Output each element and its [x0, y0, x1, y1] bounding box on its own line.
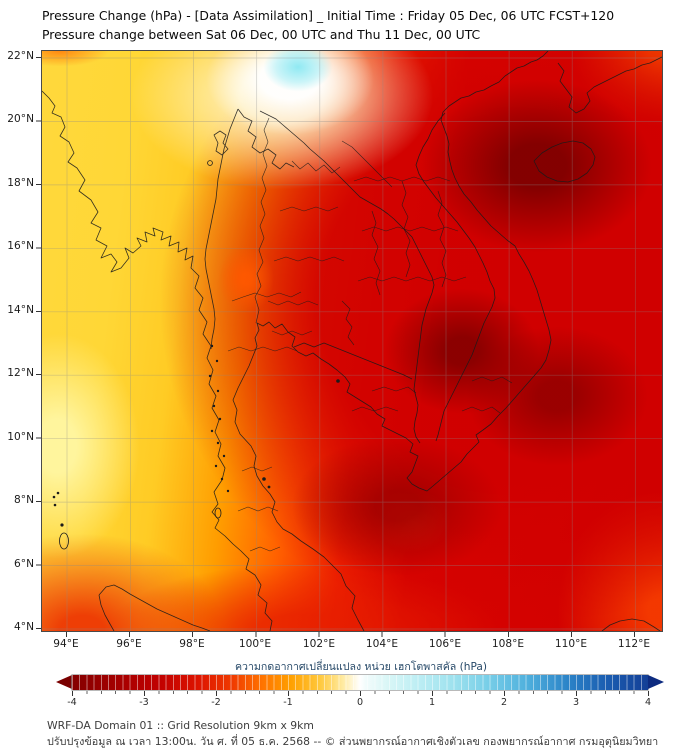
- lat-label-8n: 8°N: [14, 494, 34, 506]
- coastlines-borders-svg: [42, 51, 662, 631]
- coast-borneo-fragment: [601, 618, 661, 631]
- hainan-island: [533, 140, 596, 183]
- lat-label-20n: 20°N: [7, 113, 34, 125]
- page-subtitle: Pressure change between Sat 06 Dec, 00 U…: [42, 27, 481, 42]
- lon-label-94e: 94°E: [53, 638, 79, 650]
- x-axis-ticks: [41, 632, 661, 637]
- coast-sumatra: [98, 584, 211, 631]
- mekong-thai-lao-border: [259, 110, 435, 444]
- lon-label-108e: 108°E: [491, 638, 525, 650]
- colorbar-tick-1: 1: [428, 697, 436, 708]
- border-north-junction: [237, 108, 295, 170]
- lat-label-14n: 14°N: [7, 304, 34, 316]
- lat-label-22n: 22°N: [7, 50, 34, 62]
- page-title: Pressure Change (hPa) - [Data Assimilati…: [42, 8, 615, 23]
- lat-label-6n: 6°N: [14, 558, 34, 570]
- colorbar-tick-0: 0: [356, 697, 364, 708]
- colorbar-gradient: [72, 675, 648, 690]
- title-block: Pressure Change (hPa) - [Data Assimilati…: [42, 6, 614, 44]
- colorbar: ความกดอากาศเปลี่ยนแปลง หน่วย เฮกโตพาสคัล…: [51, 658, 671, 708]
- colorbar-tick--4: -4: [67, 697, 77, 708]
- lon-label-106e: 106°E: [428, 638, 462, 650]
- lon-label-96e: 96°E: [116, 638, 142, 650]
- colorbar-title: ความกดอากาศเปลี่ยนแปลง หน่วย เฮกโตพาสคัล…: [234, 661, 488, 673]
- lat-label-4n: 4°N: [14, 621, 34, 633]
- province-border-paths: [227, 117, 513, 552]
- colorbar-tick-2: 2: [500, 697, 508, 708]
- y-axis-ticks: [36, 50, 41, 630]
- domain-resolution-note: WRF-DA Domain 01 :: Grid Resolution 9km …: [47, 719, 314, 732]
- island-outlines: [59, 160, 222, 550]
- coast-south-china: [557, 56, 662, 114]
- colorbar-tick-3: 3: [572, 697, 580, 708]
- colorbar-tick--3: -3: [139, 697, 149, 708]
- lat-label-12n: 12°N: [7, 367, 34, 379]
- colorbar-tick--1: -1: [283, 697, 293, 708]
- shan-lake: [213, 130, 229, 156]
- colorbar-bar: -4 -3 -2 -1 0 1 2 3 4: [51, 675, 671, 708]
- lon-label-104e: 104°E: [365, 638, 399, 650]
- lon-label-112e: 112°E: [617, 638, 651, 650]
- graticule: [42, 51, 662, 631]
- coast-myanmar-peninsula-west: [42, 90, 273, 631]
- lon-label-102e: 102°E: [302, 638, 336, 650]
- update-credit-note: ปรับปรุงข้อมูล ณ เวลา 13:00น. วัน ศ. ที่…: [47, 734, 659, 748]
- island-dots: [52, 344, 340, 527]
- lat-label-10n: 10°N: [7, 431, 34, 443]
- lon-label-110e: 110°E: [554, 638, 588, 650]
- colorbar-major-ticks: [72, 691, 649, 696]
- coastline-paths: [42, 51, 662, 631]
- pressure-change-colorfield: [42, 51, 662, 631]
- lat-label-18n: 18°N: [7, 177, 34, 189]
- footer-block: WRF-DA Domain 01 :: Grid Resolution 9km …: [47, 718, 658, 749]
- border-thai-myanmar: [204, 108, 239, 350]
- border-vietnam-inland: [415, 112, 496, 442]
- colorbar-tick--2: -2: [211, 697, 221, 708]
- lon-label-98e: 98°E: [179, 638, 205, 650]
- coast-gulf-vietnam-china: [232, 51, 552, 631]
- border-thai-cambodia: [293, 342, 413, 380]
- lat-label-16n: 16°N: [7, 240, 34, 252]
- colorbar-right-arrow: [648, 675, 664, 689]
- colorbar-left-arrow: [56, 675, 72, 689]
- coast-sumatra-tip: [98, 594, 115, 631]
- colorbar-tick-4: 4: [644, 697, 652, 708]
- lon-label-100e: 100°E: [238, 638, 272, 650]
- map-plot: [41, 50, 663, 632]
